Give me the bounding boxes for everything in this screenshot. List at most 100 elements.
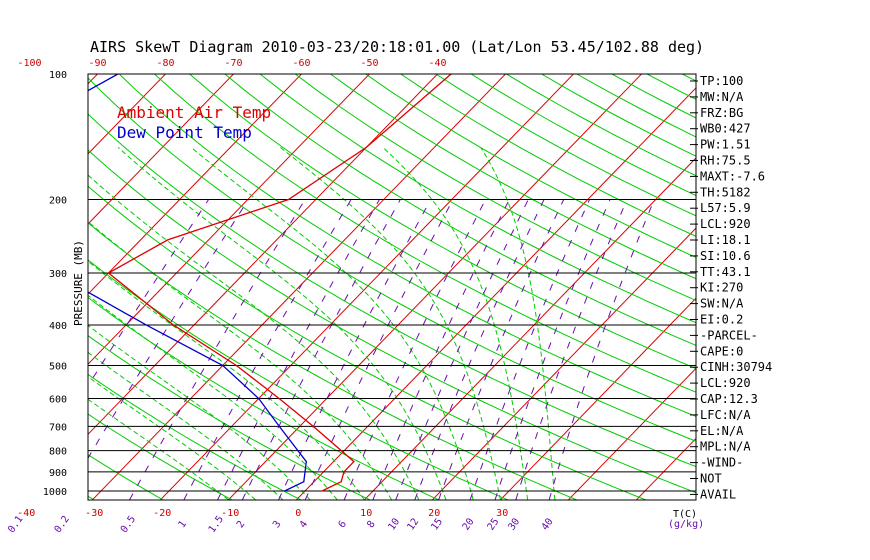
moist-adiabat-line	[88, 398, 229, 500]
stability-index-item: CAPE:0	[700, 344, 743, 358]
bottom-temperature-tick-label: 20	[428, 508, 440, 519]
mixing-ratio-tick-label: 2	[235, 519, 247, 530]
isotherm-line	[432, 227, 696, 500]
stability-index-item: LCL:920	[700, 217, 751, 231]
stability-index-item: -WIND-	[700, 456, 743, 470]
bottom-temperature-tick-label: -10	[221, 508, 239, 519]
mixing-ratio-tick-label: 0.5	[119, 514, 138, 535]
series-point	[278, 425, 280, 428]
series-point	[365, 146, 367, 149]
series-point	[258, 397, 260, 400]
mixing-ratio-line	[469, 199, 590, 500]
pressure-tick-labels: 100 200 300 400 500 600 700 800 900 1000	[43, 70, 67, 498]
moist-adiabat-line	[88, 351, 284, 500]
dry-adiabat-line	[154, 74, 696, 393]
mixing-ratio-line	[515, 199, 628, 500]
mixing-ratio-line	[88, 199, 210, 387]
stability-index-item: CINH:30794	[700, 360, 772, 374]
pressure-tick-label: 600	[49, 394, 67, 405]
isotherm-line	[88, 74, 167, 155]
pressure-tick-label: 900	[49, 468, 67, 479]
dry-adiabat-line	[88, 259, 508, 500]
bottom-temperature-tick-label: -40	[17, 508, 35, 519]
mixing-ratio-tick-label: 10	[386, 516, 402, 532]
pressure-tick-label: 1000	[43, 487, 67, 498]
dry-adiabat-line	[88, 113, 696, 468]
legend-ambient-air-temp: Ambient Air Temp	[117, 103, 271, 122]
mixing-ratio-line	[414, 199, 545, 500]
pressure-tick-label: 300	[49, 269, 67, 280]
stability-index-item: EL:N/A	[700, 424, 744, 438]
stability-index-item: SI:10.6	[700, 249, 751, 263]
stability-index-item: MW:N/A	[700, 90, 744, 104]
top-temperature-tick-label: -90	[88, 58, 106, 69]
mixing-ratio-tick-label: 4	[298, 519, 310, 530]
mixing-ratio-line	[438, 199, 565, 500]
series-point	[343, 471, 345, 473]
dry-adiabat-line	[400, 74, 696, 237]
series-point	[305, 460, 307, 463]
dry-adiabat-line	[88, 454, 164, 500]
isotherm-line	[568, 367, 696, 500]
bottom-temperature-tick-label: 0	[295, 508, 301, 519]
stability-index-item: EI:0.2	[700, 313, 743, 327]
mixing-ratio-lines	[88, 199, 655, 500]
dry-adiabat-line	[470, 74, 696, 197]
mixing-ratio-line	[548, 199, 655, 500]
mixing-ratio-line	[372, 199, 510, 500]
stability-index-item: WB0:427	[700, 122, 751, 136]
isotherm-line	[88, 74, 371, 365]
mixing-ratio-line	[395, 199, 529, 500]
mixing-ratio-line	[343, 199, 486, 500]
stability-index-item: RH:75.5	[700, 154, 751, 168]
moist-adiabat-line	[88, 221, 393, 500]
pressure-tick-label: 100	[49, 70, 67, 81]
mixing-ratio-tick-label: 3	[271, 519, 283, 530]
dry-adiabat-line	[88, 335, 371, 500]
x-axis-label: T(C)	[673, 509, 697, 520]
bottom-temperature-tick-label: 10	[360, 508, 372, 519]
stability-indices: TP:100MW:N/AFRZ:BGWB0:427PW:1.51RH:75.5M…	[690, 74, 772, 501]
stability-index-item: AVAIL	[700, 487, 736, 501]
series-line	[88, 74, 307, 492]
dry-adiabat-line	[0, 74, 25, 500]
series-point	[312, 425, 314, 428]
stability-index-item: SW:N/A	[700, 297, 744, 311]
pressure-tick-label: 200	[49, 196, 67, 207]
top-temperature-tick-label: -80	[156, 58, 174, 69]
dry-adiabat-line	[259, 74, 696, 324]
isotherm-line	[88, 74, 303, 295]
dry-adiabat-line	[753, 74, 870, 500]
moist-adiabat-line	[88, 324, 311, 500]
pressure-tick-label: 400	[49, 321, 67, 332]
series-point	[145, 324, 147, 326]
mixing-ratio-tick-label: 30	[506, 516, 522, 532]
dry-adiabat-line	[88, 413, 233, 500]
top-temperature-tick-labels: -120-110-100-90-80-70-60-50-40	[17, 58, 446, 69]
isotherm-line	[500, 297, 696, 500]
isotherm-line	[364, 157, 696, 500]
dry-adiabat-line	[88, 222, 577, 500]
series-point	[235, 364, 237, 367]
isotherm-line	[92, 74, 507, 500]
dry-adiabat-line	[435, 74, 696, 217]
series-point	[287, 198, 290, 201]
bottom-temperature-tick-label: -30	[85, 508, 103, 519]
plot-frame	[87, 73, 697, 501]
top-temperature-tick-label: -70	[224, 58, 242, 69]
stability-index-item: MAXT:-7.6	[700, 169, 765, 183]
stability-index-item: CAP:12.3	[700, 392, 758, 406]
moist-adiabat-line	[117, 147, 447, 500]
dry-adiabat-line	[118, 74, 696, 417]
dry-adiabat-line	[506, 74, 696, 177]
mixing-ratio-tick-label: 8	[365, 519, 377, 530]
mixing-ratio-tick-label: 6	[337, 519, 349, 530]
series-point	[172, 324, 175, 326]
dry-adiabat-line	[823, 74, 870, 500]
dry-adiabat-line	[88, 185, 646, 500]
dry-adiabat-line	[88, 296, 439, 500]
stability-index-item: PW:1.51	[700, 138, 751, 152]
moist-adiabat-line	[88, 174, 420, 500]
moist-adiabat-line	[88, 294, 338, 500]
